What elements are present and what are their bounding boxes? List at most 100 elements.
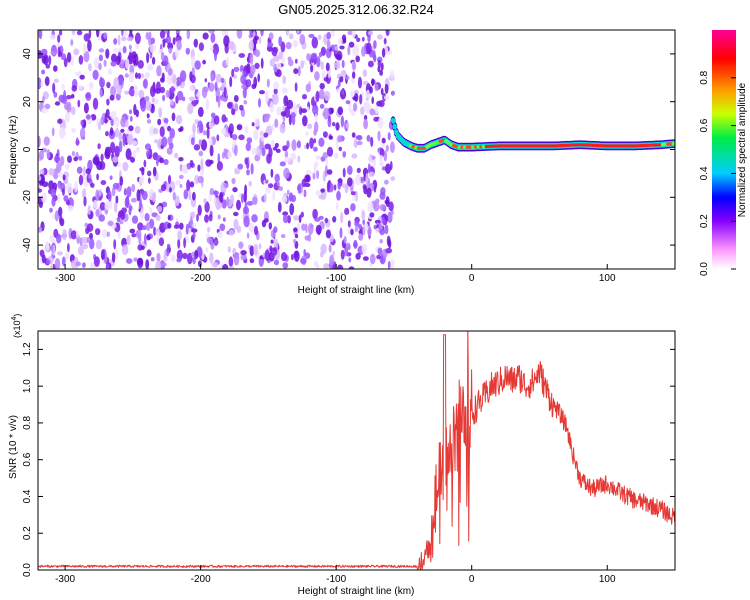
- noise-blob: [365, 172, 369, 184]
- noise-blob: [197, 175, 204, 184]
- noise-blob: [200, 158, 204, 170]
- noise-blob: [159, 86, 166, 94]
- noise-blob: [306, 106, 310, 112]
- noise-blob: [167, 42, 174, 50]
- noise-blob: [354, 93, 359, 102]
- noise-blob: [57, 46, 61, 58]
- noise-blob: [106, 146, 112, 154]
- noise-blob: [221, 127, 227, 135]
- noise-blob: [366, 42, 372, 55]
- noise-blob: [390, 176, 396, 182]
- noise-blob: [368, 154, 372, 163]
- noise-blob: [369, 108, 376, 116]
- spectrogram-x-tick-label: -200: [191, 273, 211, 284]
- noise-blob: [167, 222, 172, 229]
- noise-blob: [140, 100, 147, 112]
- noise-blob: [122, 161, 129, 172]
- ridge-core: [468, 145, 473, 149]
- noise-blob: [210, 241, 215, 250]
- colorbar-tick-label: 0.0: [699, 262, 710, 276]
- noise-blob: [198, 150, 204, 157]
- noise-blob: [57, 34, 61, 43]
- noise-blob: [365, 223, 369, 231]
- noise-blob: [78, 174, 84, 186]
- noise-blob: [231, 108, 236, 116]
- spectrogram-y-tick-label: -40: [22, 237, 33, 252]
- noise-blob: [370, 136, 374, 147]
- noise-blob: [113, 116, 120, 128]
- noise-blob: [316, 56, 321, 68]
- noise-blob: [151, 56, 156, 65]
- noise-blob: [334, 152, 339, 160]
- noise-blob: [111, 53, 117, 63]
- noise-blob: [54, 155, 61, 163]
- noise-blob: [315, 90, 320, 102]
- snr-x-tick-label: -100: [326, 574, 346, 585]
- noise-blob: [217, 96, 221, 108]
- noise-blob: [362, 69, 368, 77]
- noise-blob: [169, 142, 174, 150]
- noise-blob: [41, 181, 49, 188]
- noise-blob: [110, 110, 117, 120]
- noise-blob: [242, 87, 247, 99]
- noise-blob: [362, 36, 365, 42]
- noise-blob: [372, 159, 376, 169]
- noise-blob: [221, 114, 227, 123]
- noise-blob: [304, 174, 310, 183]
- noise-blob: [106, 263, 110, 269]
- noise-blob: [379, 204, 387, 211]
- noise-blob: [140, 208, 145, 220]
- noise-blob: [105, 130, 109, 137]
- noise-blob: [144, 73, 149, 79]
- noise-blob: [186, 179, 191, 192]
- noise-blob: [300, 258, 307, 264]
- noise-blob: [361, 243, 368, 255]
- noise-blob: [246, 169, 250, 176]
- noise-blob: [124, 90, 130, 95]
- noise-blob: [99, 202, 106, 211]
- noise-blob: [284, 150, 289, 158]
- noise-blob: [264, 113, 271, 119]
- noise-blob: [253, 35, 259, 41]
- noise-blob: [371, 78, 375, 87]
- noise-blob: [176, 80, 180, 87]
- spectrogram-x-tick-label: 100: [599, 273, 616, 284]
- noise-blob: [226, 102, 233, 109]
- noise-blob: [345, 100, 351, 105]
- noise-blob: [271, 123, 275, 131]
- noise-blob: [175, 30, 181, 34]
- colorbar-gradient: [712, 30, 736, 269]
- noise-blob: [287, 56, 292, 62]
- noise-blob: [297, 155, 301, 163]
- noise-blob: [340, 249, 345, 260]
- noise-blob: [85, 114, 91, 120]
- noise-blob: [135, 229, 142, 239]
- noise-blob: [222, 217, 226, 222]
- noise-blob: [387, 212, 393, 221]
- noise-blob: [251, 147, 258, 155]
- noise-blob: [80, 119, 84, 126]
- noise-blob: [306, 142, 309, 150]
- spectrogram-y-tick-label: -20: [22, 190, 33, 205]
- noise-blob: [209, 122, 214, 129]
- noise-blob: [152, 166, 157, 177]
- noise-blob: [253, 243, 259, 256]
- noise-blob: [380, 62, 384, 71]
- noise-blob: [61, 83, 65, 90]
- noise-blob: [214, 239, 219, 245]
- snr-y-axis: 0.0 0.2 0.4 0.6 0.8 1.0 1.2: [22, 342, 675, 577]
- noise-blob: [370, 253, 376, 265]
- noise-blob: [152, 127, 159, 135]
- noise-blob: [294, 82, 298, 92]
- noise-blob: [194, 174, 200, 185]
- noise-blob: [66, 95, 72, 100]
- noise-blob: [318, 194, 325, 200]
- noise-blob: [305, 131, 309, 136]
- noise-blob: [122, 46, 127, 54]
- noise-blob: [139, 175, 145, 184]
- noise-blob: [83, 33, 91, 42]
- noise-blob: [115, 55, 121, 66]
- noise-blob: [194, 249, 199, 260]
- noise-blob: [120, 128, 125, 133]
